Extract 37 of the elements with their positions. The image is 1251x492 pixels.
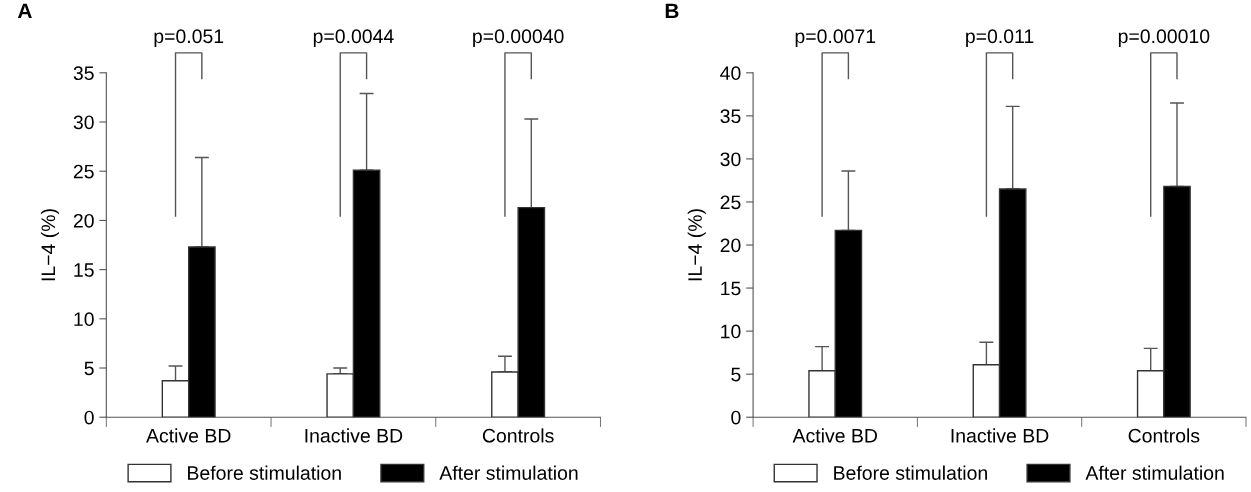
y-tick-label: 15 bbox=[721, 281, 741, 296]
y-tick-label: 5 bbox=[731, 367, 741, 382]
x-tick-label: Controls bbox=[1128, 428, 1200, 443]
y-tick-label: 0 bbox=[731, 410, 741, 425]
legend-label: After stimulation bbox=[1085, 465, 1224, 480]
y-tick-label: 10 bbox=[74, 312, 94, 327]
legend-label: Before stimulation bbox=[834, 465, 987, 480]
y-tick-label: 30 bbox=[73, 115, 94, 130]
y-tick-label: 5 bbox=[84, 361, 94, 376]
y-tick-label: 25 bbox=[73, 164, 94, 179]
text: p=0.00010 bbox=[1118, 29, 1210, 47]
y-tick-label: 40 bbox=[720, 66, 741, 81]
chart-title: B bbox=[665, 3, 679, 18]
y-axis-title: IL−4 (%) bbox=[40, 209, 60, 281]
legend-label: Before stimulation bbox=[188, 465, 341, 480]
x-tick-label: Inactive BD bbox=[951, 428, 1049, 443]
legend-label: After stimulation bbox=[439, 465, 578, 480]
text: p=0.011 bbox=[966, 29, 1034, 47]
x-tick-label: Active BD bbox=[792, 428, 877, 443]
y-tick-label: 0 bbox=[84, 410, 94, 425]
x-tick-label: Active BD bbox=[146, 428, 231, 443]
x-tick-label: Controls bbox=[482, 428, 554, 443]
y-tick-label: 10 bbox=[721, 324, 741, 339]
y-tick-label: 25 bbox=[720, 195, 741, 210]
x-tick-label: Inactive BD bbox=[305, 428, 403, 443]
y-axis-title: IL−4 (%) bbox=[687, 209, 706, 281]
y-tick-label: 30 bbox=[720, 152, 741, 167]
y-tick-label: 15 bbox=[74, 263, 94, 277]
y-tick-label: 35 bbox=[720, 109, 741, 124]
text: p=0.00040 bbox=[473, 29, 564, 47]
y-tick-label: 35 bbox=[73, 66, 94, 81]
text: p=0.051 bbox=[154, 29, 224, 47]
y-tick-label: 20 bbox=[720, 238, 741, 253]
text: p=0.0044 bbox=[313, 29, 394, 47]
chart-title: A bbox=[17, 3, 32, 18]
text: p=0.0071 bbox=[795, 29, 876, 47]
y-tick-label: 20 bbox=[73, 213, 94, 228]
